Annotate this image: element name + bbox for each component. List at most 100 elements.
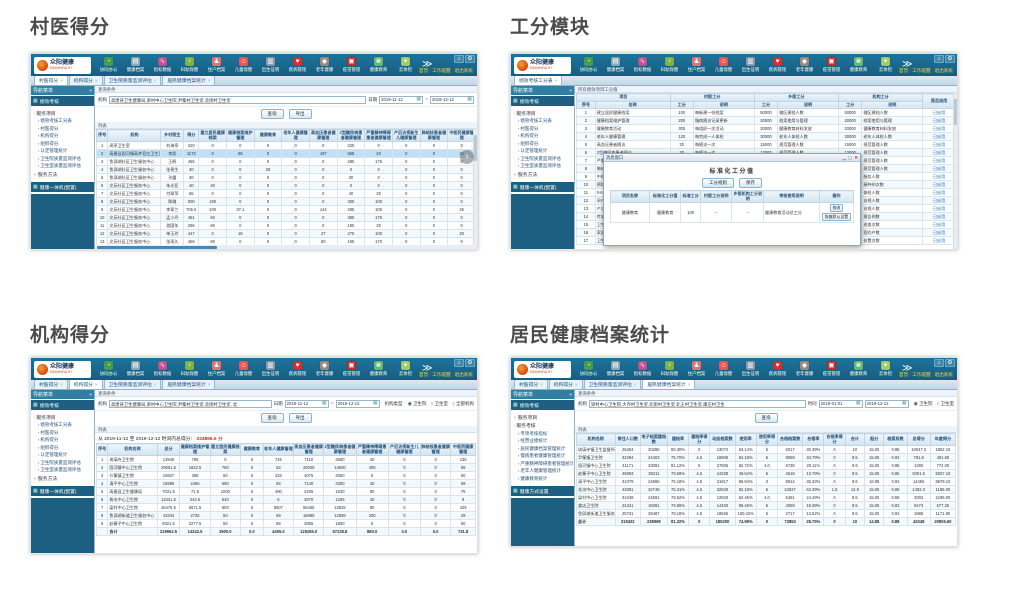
table-row[interactable]: 尹集镇卫生院 32294 24403 75.70% 4.5 19905 84.18% 5 905… bbox=[576, 453, 957, 463]
nav-item-妇幼保健[interactable]: ♀ 妇幼保健 bbox=[656, 361, 683, 377]
calendar-icon[interactable]: ▦ bbox=[855, 400, 861, 406]
tree-leaf-组织得分[interactable]: ▪组织得分 bbox=[518, 140, 539, 146]
nav-item-儿童保健[interactable]: ☺ 儿童保健 bbox=[230, 361, 257, 377]
tree-node-服务项目[interactable]: −服务项目 bbox=[33, 110, 56, 117]
nav-item-儿童保健[interactable]: ☺ 儿童保健 bbox=[710, 57, 737, 73]
tab-close-icon[interactable]: × bbox=[554, 78, 558, 83]
close-icon[interactable]: ✕ bbox=[854, 154, 858, 160]
sidebar-item-health-settings[interactable]: ▦ 健康方式设置 bbox=[511, 486, 574, 496]
tab-卫生院质量监测评估[interactable]: 卫生院质量监测评估 × bbox=[583, 379, 642, 389]
nav-item-健康教育[interactable]: ❀ 健康教育 bbox=[845, 361, 872, 377]
minimize-icon[interactable]: ▁ bbox=[842, 154, 846, 160]
date-from-input[interactable]: 2019-11-12 ▦ bbox=[284, 399, 329, 408]
scroll-right-arrow[interactable]: › bbox=[460, 150, 474, 164]
table-row[interactable]: 鱼邱湖街道卫生服务中心257312948778.16%4.518555100.4… bbox=[576, 509, 957, 519]
tab-close-icon[interactable]: × bbox=[153, 382, 157, 387]
sidebar-item-health-kiosk[interactable]: ▦ 健康一体机(配置) bbox=[31, 182, 94, 192]
column-header-标准化工分值[interactable]: 标准化工分值 bbox=[648, 190, 682, 204]
tab-村医得分[interactable]: 村医得分 × bbox=[34, 379, 68, 389]
tab-村医得分[interactable]: 村医得分 × bbox=[514, 379, 548, 389]
maximize-icon[interactable]: ▢ bbox=[847, 154, 853, 160]
table-row[interactable]: 赵寨子中心卫生院 49593 39211 78.59% 4.5 24208 49.64% 5 4… bbox=[576, 469, 957, 479]
tab-绩效考核工分表[interactable]: 绩效考核工分表 × bbox=[514, 75, 563, 85]
date-to-input[interactable]: 2019-12-12 ▦ bbox=[430, 95, 474, 104]
table-row[interactable]: 7 梁村中心卫生院 46476.5 6571.5 600 0 5507 55465 13825 8… bbox=[95, 503, 476, 513]
table-row[interactable]: 3 健康教育活动 300 每组织一次活动 20000 健康教育材料发放 20000 健康教育材… bbox=[576, 124, 956, 134]
nav-item-儿童保健[interactable]: ☺ 儿童保健 bbox=[710, 361, 737, 377]
column-header-序号[interactable]: 序号 bbox=[576, 100, 596, 110]
calendar-icon[interactable]: ▦ bbox=[321, 400, 327, 406]
nav-item-健康教育[interactable]: ❀ 健康教育 bbox=[365, 57, 392, 73]
nav-item-疾病管理[interactable]: ♥ 疾病管理 bbox=[764, 57, 791, 73]
tree-leaf-慢病患者健康管理统计[interactable]: ▪慢病患者健康管理统计 bbox=[518, 453, 566, 458]
more-modules-icon[interactable]: ≫ bbox=[902, 363, 913, 374]
table-row[interactable]: 12 文苑社区卫生服务中心 单玉玲 447 0 18 0 0 27 270 100 0 0 20 bbox=[95, 229, 476, 239]
user-link-首页[interactable]: 首页 bbox=[419, 372, 429, 377]
column-header-合格率得分[interactable]: 合格率得分 bbox=[823, 433, 846, 447]
table-row[interactable]: 11 文苑社区卫生服务中心 游国年 296 90 0 0 0 0 190 25 0 0 0 bbox=[95, 221, 476, 231]
tree-leaf-认定管理统计[interactable]: ▪认定管理统计 bbox=[518, 148, 548, 153]
nav-item-住户档案[interactable]: ♟ 住户档案 bbox=[683, 361, 710, 377]
tree-node-服务项目[interactable]: −服务项目 bbox=[513, 110, 536, 117]
tree-node-服务方法[interactable]: ＋服务方法 bbox=[33, 475, 58, 482]
column-header-使用率[interactable]: 使用率 bbox=[734, 433, 757, 447]
column-header-村医工分说明[interactable]: 村医工分说明 bbox=[699, 190, 733, 204]
user-link-工作提醒[interactable]: 工作提醒 bbox=[912, 68, 931, 73]
column-header-肺结核患者健康管理[interactable]: 肺结核患者健康管理 bbox=[419, 443, 452, 457]
table-row[interactable]: 4 老年人健康管理 120 每完成一人体检 30000 老年人体检人数 30000 老年人体检… bbox=[576, 132, 956, 142]
table-row[interactable]: 10 文苑社区卫生服务中心 孟小丹 451 60 0 0 0 0 380 175 0 0 0 bbox=[95, 213, 476, 223]
radio-卫生室[interactable]: ○ 卫生室 bbox=[430, 400, 448, 407]
user-link-退出系统[interactable]: 退出系统 bbox=[454, 68, 473, 73]
tab-close-icon[interactable]: × bbox=[153, 78, 157, 83]
column-header-序号[interactable]: 序号 bbox=[95, 443, 109, 457]
nav-item-指标数据[interactable]: ∿ 指标数据 bbox=[149, 361, 176, 377]
table-row[interactable]: 6 文苑社区卫生服务中心 朱光亚 40 40 0 0 0 0 0 0 0 0 0 bbox=[95, 181, 476, 191]
vertical-scrollbar[interactable] bbox=[953, 93, 957, 249]
settings-icon[interactable]: ⚙ bbox=[465, 359, 475, 367]
calendar-icon[interactable]: ▦ bbox=[416, 96, 422, 102]
table-row[interactable]: 1 建立居民健康档案 100 每新建一份档案 50000 辖区建档人数 50000 辖区建档人… bbox=[576, 108, 956, 118]
nav-item-疾病管理[interactable]: ♥ 疾病管理 bbox=[284, 361, 311, 377]
home-icon[interactable]: ⌂ bbox=[934, 359, 944, 367]
column-header-老年人健康管理[interactable]: 老年人健康管理 bbox=[262, 443, 295, 457]
radio-全部机构[interactable]: ○ 全部机构 bbox=[451, 400, 474, 407]
nav-item-住户档案[interactable]: ♟ 住户档案 bbox=[203, 361, 230, 377]
table-row[interactable]: 4 清平中心卫生院 16999 2466 690 0 93 7140 3350 40 0 0 59 bbox=[95, 479, 476, 489]
home-icon[interactable]: ⌂ bbox=[934, 55, 944, 63]
nav-item-老年健康[interactable]: ◆ 老年健康 bbox=[311, 361, 338, 377]
column-header-高血压患者健康管理[interactable]: 高血压患者健康管理 bbox=[293, 443, 325, 457]
tab-机构得分[interactable]: 机构得分 × bbox=[68, 379, 103, 389]
tree-leaf-认定管理统计[interactable]: ▪认定管理统计 bbox=[38, 452, 68, 457]
table-row[interactable]: 8 文苑社区卫生服务中心 陈璐 500 190 0 0 0 0 300 100 0 0 0 bbox=[95, 197, 476, 207]
tab-居民健康档案统计[interactable]: 居民健康档案统计 × bbox=[162, 379, 216, 389]
column-header-序号[interactable]: 序号 bbox=[95, 129, 109, 143]
tab-close-icon[interactable]: × bbox=[60, 78, 63, 83]
nav-item-妇幼保健[interactable]: ♀ 妇幼保健 bbox=[656, 57, 683, 73]
column-header-建档率[interactable]: 建档率 bbox=[666, 433, 690, 447]
search-button[interactable]: 查询 bbox=[754, 413, 778, 423]
tab-居民健康档案统计[interactable]: 居民健康档案统计 × bbox=[162, 75, 216, 85]
column-header-合计[interactable]: 合计 bbox=[844, 433, 866, 447]
table-row[interactable]: 清平中心卫生院 31079 24866 75.18% 4.5 21917 86.94% 0 89… bbox=[576, 477, 957, 487]
column-header-老年人健康管理[interactable]: 老年人健康管理 bbox=[281, 129, 310, 143]
column-header-操作[interactable]: 操作 bbox=[818, 190, 854, 204]
sidebar-collapse-icon[interactable]: « bbox=[89, 391, 92, 398]
column-header-合格档案数[interactable]: 合格档案数 bbox=[777, 433, 804, 447]
tree-node-服务项目[interactable]: ＋服务项目 bbox=[513, 414, 538, 421]
table-row[interactable]: 姜店卫生院 24341 15081 78.96% 4.5 14400 89.46% 5 4059… bbox=[576, 501, 957, 511]
nav-item-指标数据[interactable]: ∿ 指标数据 bbox=[149, 57, 176, 73]
home-icon[interactable]: ⌂ bbox=[454, 55, 464, 63]
user-link-首页[interactable]: 首页 bbox=[899, 68, 909, 73]
tab-机构得分[interactable]: 机构得分 × bbox=[68, 75, 103, 85]
table-row[interactable]: 5 鱼邱湖社区卫生服务中心 孙霞 30 0 0 0 0 0 30 0 0 0 0 bbox=[95, 173, 476, 183]
column-header-年度得分[interactable]: 年度得分 bbox=[929, 433, 957, 447]
date-from-input[interactable]: 2019-11-12 ▦ bbox=[379, 95, 424, 104]
search-button[interactable]: 查询 bbox=[260, 413, 284, 423]
table-row[interactable]: 3鱼邱湖社区卫生服务中心王辉45500000280175000 bbox=[95, 157, 476, 167]
table-row[interactable]: 5 高唐县卫生健康局 7031.5 71.5 1000 0 490 2405 1840 80 0 0 7… bbox=[95, 487, 476, 497]
tab-机构得分[interactable]: 机构得分 × bbox=[548, 379, 583, 389]
tree-leaf-认定管理统计[interactable]: ▪认定管理统计 bbox=[38, 148, 68, 153]
column-header-说明[interactable]: 说明 bbox=[861, 100, 924, 110]
tree-node-服务方法[interactable]: ＋服务方法 bbox=[513, 171, 538, 178]
radio-卫生院[interactable]: ◉ 卫生院 bbox=[913, 400, 933, 407]
